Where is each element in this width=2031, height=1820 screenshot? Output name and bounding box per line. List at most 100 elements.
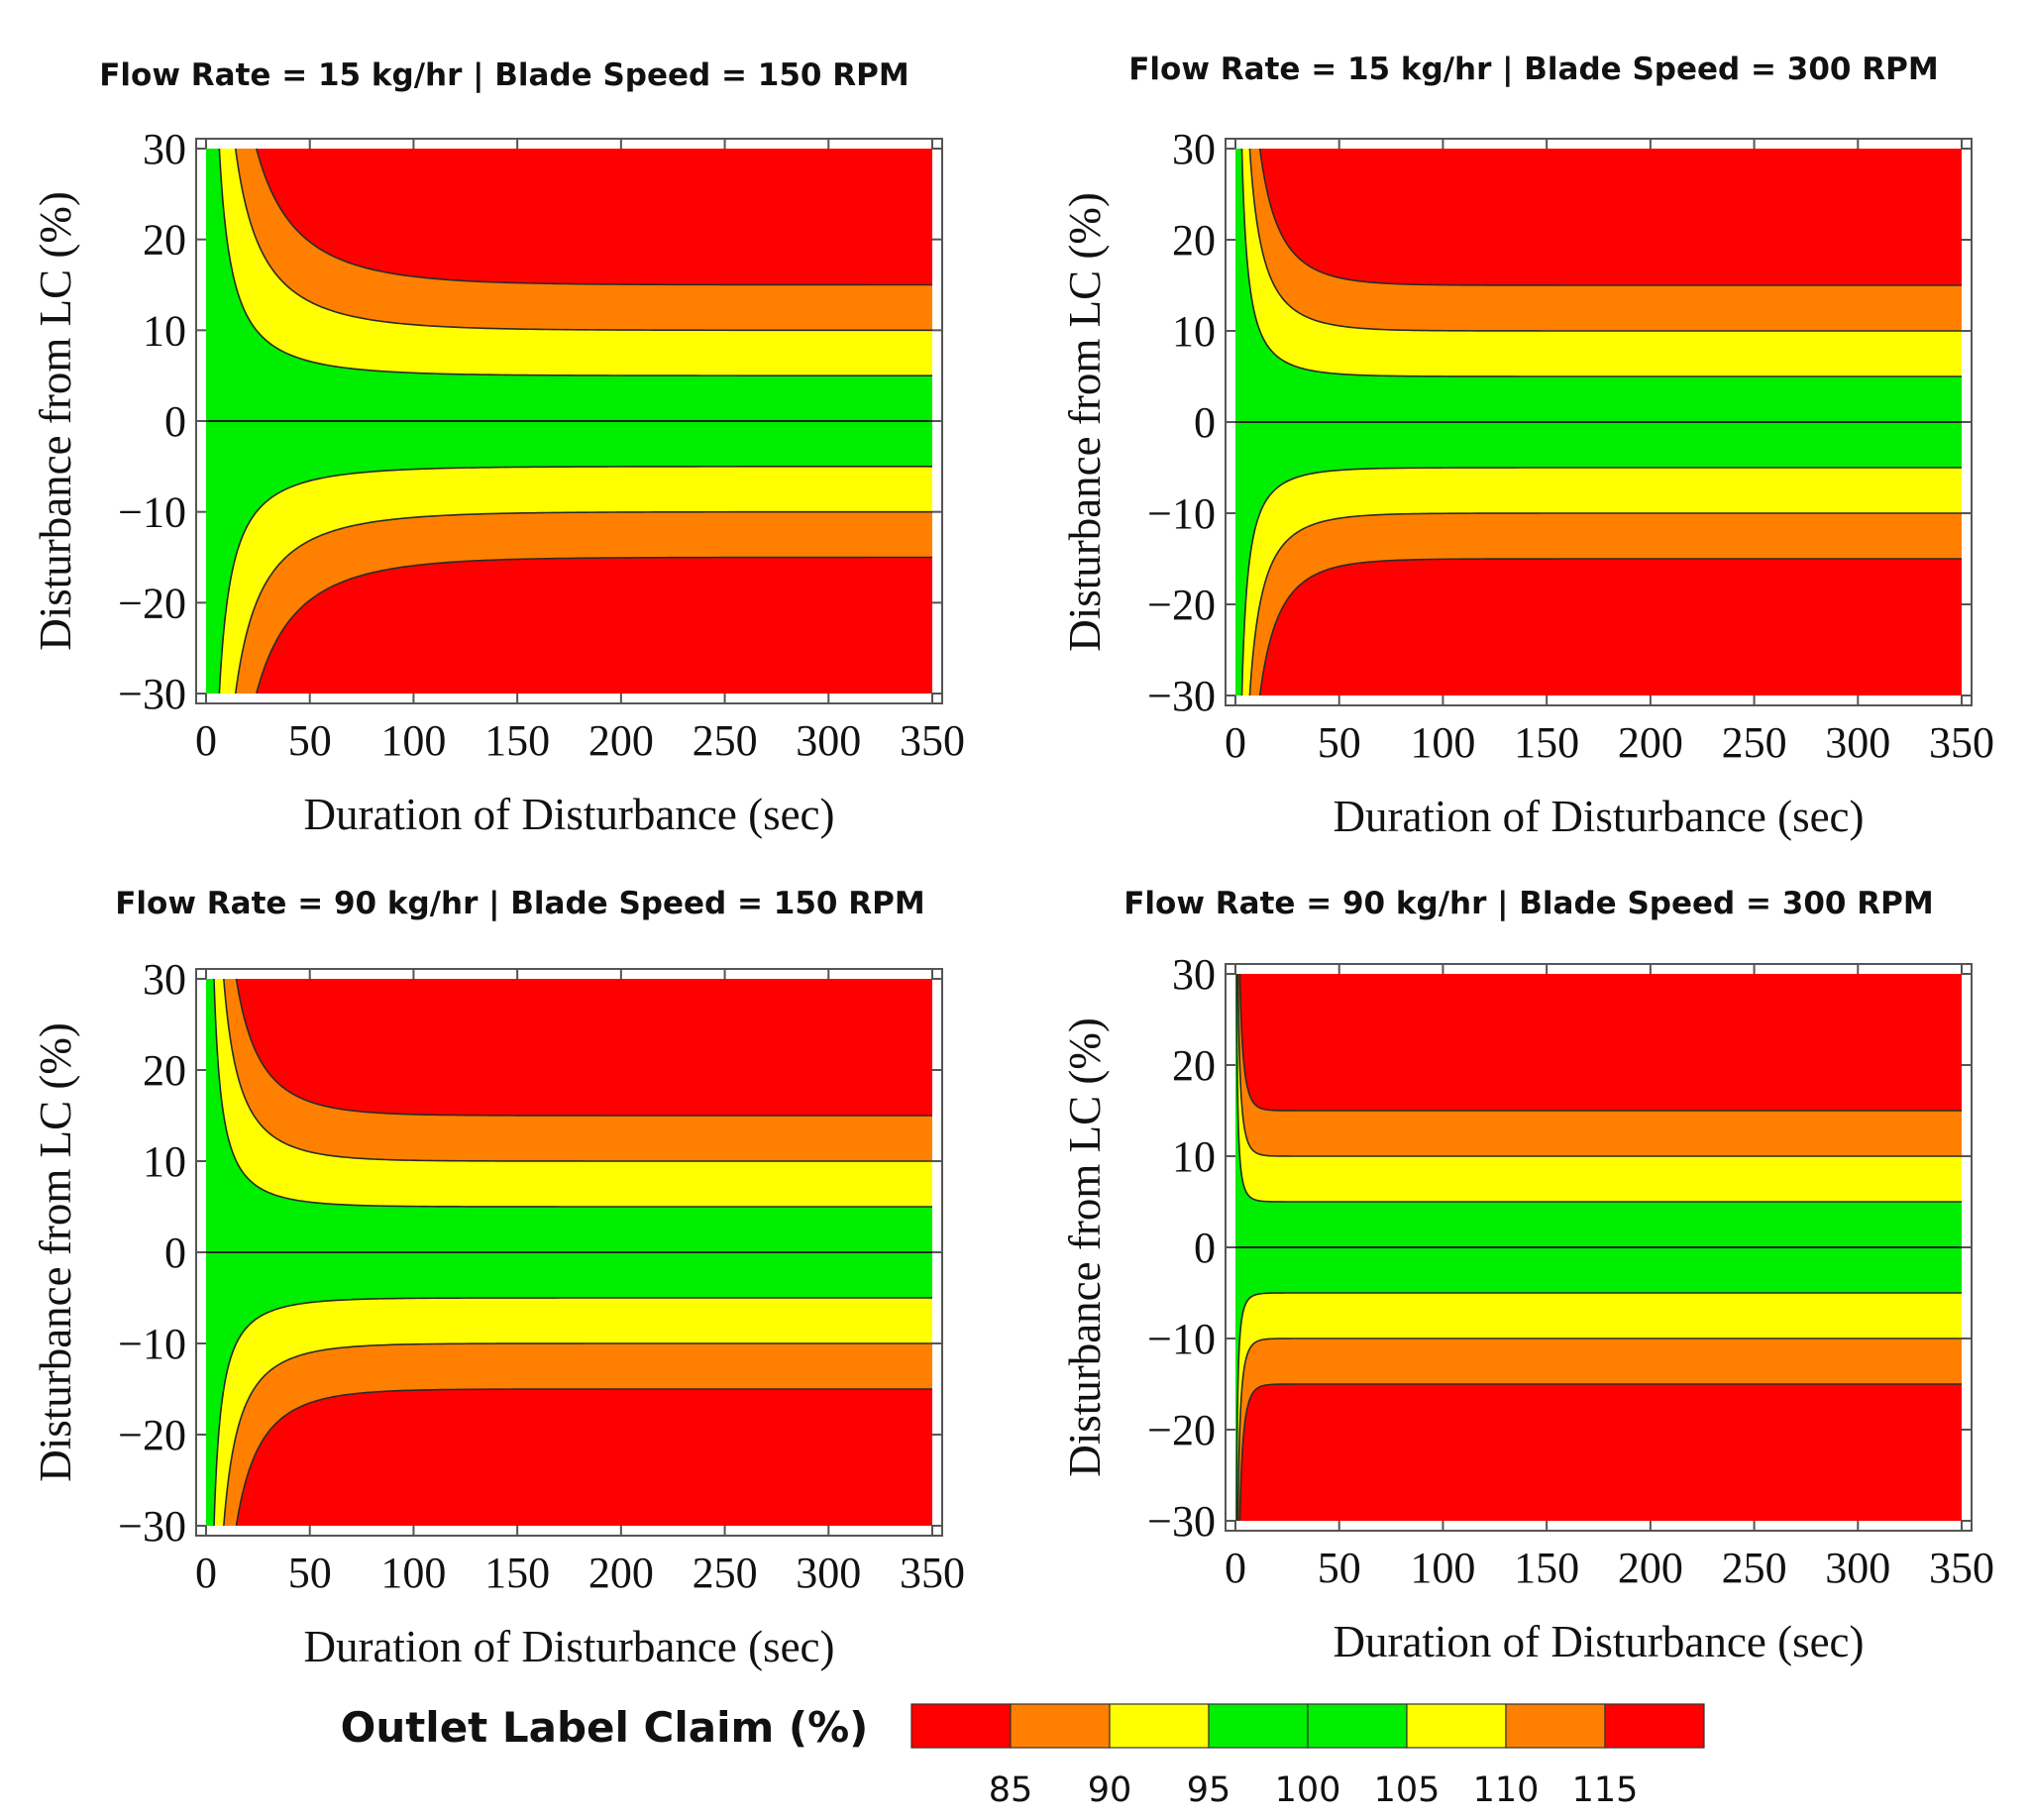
contour-line-+10 xyxy=(223,978,932,1162)
contour-line-+15 xyxy=(235,978,932,1117)
y-tick-label: 10 xyxy=(143,1137,186,1186)
x-tick-label: 200 xyxy=(588,716,654,765)
panel-title: Flow Rate = 90 kg/hr | Blade Speed = 150… xyxy=(115,886,925,921)
y-tick-label: −30 xyxy=(118,1502,186,1551)
x-tick-label: 250 xyxy=(1722,1544,1787,1592)
contour-line--15 xyxy=(256,556,932,695)
colorbar: 85 90 95 100 105 110 115 Outlet Label Claim (%) xyxy=(341,1703,1705,1810)
contour-line--5 xyxy=(1235,1292,1962,1522)
contour-region-upper-15 xyxy=(1239,974,1962,1111)
y-tick-label: 0 xyxy=(1194,398,1216,447)
contour-line--5 xyxy=(1240,467,1962,696)
x-tick-label: 350 xyxy=(1929,1544,1994,1592)
contour-line--10 xyxy=(223,1342,932,1527)
contour-line-+5 xyxy=(218,148,932,376)
contour-line-+10 xyxy=(234,148,932,332)
contour-line-+15 xyxy=(1238,973,1962,1112)
colorbar-swatch xyxy=(1208,1703,1309,1749)
contour-panel-1: 0 50 100 150 200 250 300 3503020100−10−20−30Dur… xyxy=(31,57,965,839)
y-axis-label: Disturbance from LC (%) xyxy=(31,1022,80,1482)
y-tick-label: 20 xyxy=(1172,216,1216,265)
x-tick-label: 0 xyxy=(195,716,217,765)
colorbar-tick-label: 85 xyxy=(989,1770,1033,1810)
y-tick-label: 0 xyxy=(164,397,186,446)
x-tick-label: 250 xyxy=(1722,718,1787,767)
colorbar-swatch xyxy=(1604,1703,1705,1749)
y-tick-label: 30 xyxy=(143,955,186,1004)
x-tick-label: 50 xyxy=(288,716,332,765)
colorbar-swatch xyxy=(1010,1703,1111,1749)
x-tick-label: 300 xyxy=(1825,1544,1890,1592)
x-tick-label: 0 xyxy=(1225,718,1246,767)
x-axis-label: Duration of Disturbance (sec) xyxy=(303,790,834,839)
x-tick-label: 250 xyxy=(693,716,758,765)
contour-panel-3: 0 50 100 150 200 250 300 3503020100−10−20−30Dur… xyxy=(31,886,965,1671)
contour-region-upper-15 xyxy=(236,979,933,1116)
y-tick-label: 0 xyxy=(1194,1224,1216,1272)
y-tick-label: −20 xyxy=(1147,1406,1216,1454)
contour-line-+10 xyxy=(1236,973,1962,1157)
contour-line--10 xyxy=(1248,512,1962,696)
contour-line--5 xyxy=(218,466,932,695)
x-tick-label: 150 xyxy=(1514,718,1579,767)
contour-panel-4: 0 50 100 150 200 250 300 3503020100−10−20−30Dur… xyxy=(1060,886,1994,1666)
x-tick-label: 350 xyxy=(900,716,965,765)
colorbar-tick-label: 105 xyxy=(1374,1770,1441,1810)
x-tick-label: 200 xyxy=(1618,1544,1683,1592)
colorbar-swatch xyxy=(1109,1703,1210,1749)
contour-line--15 xyxy=(1258,558,1962,696)
colorbar-tick-label: 115 xyxy=(1572,1770,1639,1810)
x-tick-label: 50 xyxy=(1318,718,1361,767)
x-axis-label: Duration of Disturbance (sec) xyxy=(1333,1617,1864,1666)
x-tick-label: 150 xyxy=(1514,1544,1579,1592)
x-tick-label: 300 xyxy=(796,1549,861,1597)
x-tick-label: 250 xyxy=(693,1549,758,1597)
y-tick-label: −10 xyxy=(118,1320,186,1368)
x-tick-label: 0 xyxy=(1225,1544,1246,1592)
colorbar-title: Outlet Label Claim (%) xyxy=(341,1703,869,1752)
x-tick-label: 350 xyxy=(900,1549,965,1597)
y-tick-label: 20 xyxy=(143,1046,186,1095)
x-tick-label: 0 xyxy=(195,1549,217,1597)
contour-region-lower-15 xyxy=(1259,559,1962,696)
y-tick-label: −30 xyxy=(118,670,186,718)
contour-region-upper-15 xyxy=(1259,149,1962,285)
x-axis-label: Duration of Disturbance (sec) xyxy=(1333,792,1864,841)
y-tick-label: −10 xyxy=(118,488,186,537)
panel-title: Flow Rate = 90 kg/hr | Blade Speed = 300… xyxy=(1123,886,1934,921)
x-tick-label: 150 xyxy=(484,1549,550,1597)
contour-line-+10 xyxy=(1248,148,1962,332)
x-axis-label: Duration of Disturbance (sec) xyxy=(303,1622,834,1671)
contour-region-lower-15 xyxy=(256,557,932,694)
contour-line--5 xyxy=(213,1297,932,1527)
y-tick-label: −30 xyxy=(1147,672,1216,720)
y-tick-label: −20 xyxy=(118,579,186,627)
y-tick-label: 30 xyxy=(1172,950,1216,999)
y-tick-label: 10 xyxy=(143,306,186,355)
panel-title: Flow Rate = 15 kg/hr | Blade Speed = 300… xyxy=(1128,52,1939,87)
x-tick-label: 100 xyxy=(1410,718,1475,767)
y-tick-label: −10 xyxy=(1147,489,1216,538)
y-tick-label: 20 xyxy=(1172,1041,1216,1090)
y-tick-label: 30 xyxy=(143,125,186,173)
x-tick-label: 50 xyxy=(1318,1544,1361,1592)
x-tick-label: 200 xyxy=(588,1549,654,1597)
x-tick-label: 150 xyxy=(484,716,550,765)
x-tick-label: 200 xyxy=(1618,718,1683,767)
colorbar-tick-label: 110 xyxy=(1473,1770,1540,1810)
y-tick-label: −10 xyxy=(1147,1315,1216,1363)
x-tick-label: 100 xyxy=(380,1549,446,1597)
colorbar-tick-label: 95 xyxy=(1187,1770,1231,1810)
y-tick-label: 0 xyxy=(164,1229,186,1277)
contour-region-lower-15 xyxy=(1239,1384,1962,1521)
x-tick-label: 50 xyxy=(288,1549,332,1597)
colorbar-swatch xyxy=(910,1703,1012,1749)
y-axis-label: Disturbance from LC (%) xyxy=(1060,1017,1110,1477)
colorbar-tick-label: 100 xyxy=(1275,1770,1341,1810)
colorbar-swatch xyxy=(1505,1703,1606,1749)
contour-region-upper-15 xyxy=(256,149,932,285)
colorbar-swatch xyxy=(1307,1703,1408,1749)
y-tick-label: 10 xyxy=(1172,1132,1216,1181)
y-tick-label: −30 xyxy=(1147,1497,1216,1546)
